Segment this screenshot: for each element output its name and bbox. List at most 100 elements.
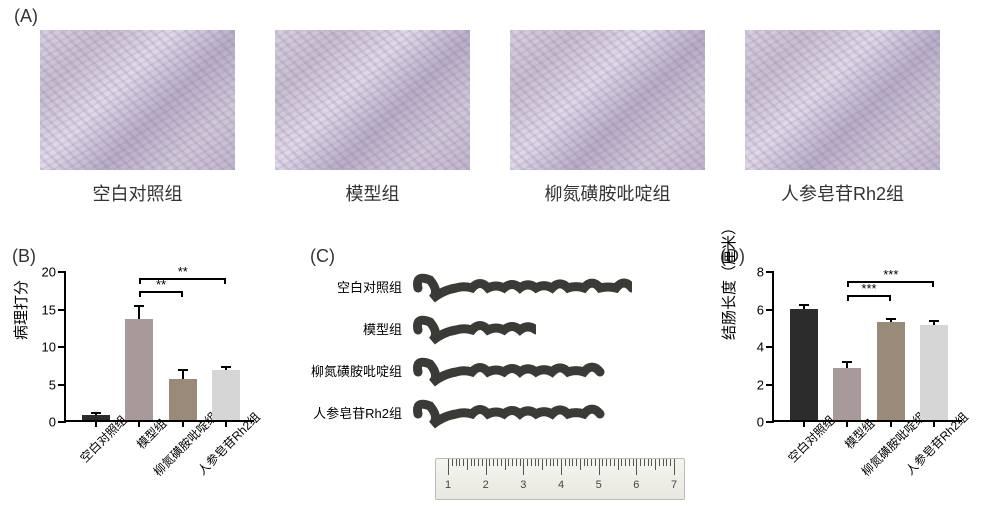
y-tick <box>766 309 774 311</box>
ruler-minor-tick <box>610 459 611 466</box>
colon-specimen-label: 空白对照组 <box>305 277 410 296</box>
panel-label-a: (A) <box>14 6 38 27</box>
bar <box>212 370 240 420</box>
y-tick <box>58 421 66 423</box>
ruler-minor-tick <box>550 459 551 466</box>
ruler-tick <box>561 459 562 475</box>
ruler-number: 3 <box>520 479 526 491</box>
colon-specimen-row: 模型组 <box>305 314 536 342</box>
error-cap <box>178 369 188 371</box>
ruler-minor-tick <box>633 459 634 466</box>
ruler-minor-tick <box>531 459 532 466</box>
colon-svg <box>410 356 610 388</box>
ruler-minor-tick <box>482 459 483 466</box>
y-tick <box>766 271 774 273</box>
colon-svg <box>410 314 536 346</box>
x-tick <box>933 420 935 427</box>
y-tick-label: 2 <box>744 377 764 392</box>
y-tick-label: 0 <box>36 415 56 430</box>
y-axis-label-b: 病理打分 <box>10 280 31 340</box>
ruler-minor-tick <box>591 459 592 466</box>
x-tick <box>138 420 140 427</box>
histology-group-0: 空白对照组 <box>40 30 235 206</box>
ruler-minor-tick <box>501 459 502 466</box>
ruler-minor-tick <box>648 459 649 466</box>
ruler-minor-tick <box>527 459 528 466</box>
y-tick-label: 4 <box>744 340 764 355</box>
ruler-minor-tick <box>666 459 667 466</box>
error-bar <box>890 318 892 322</box>
ruler: 1234567 <box>435 458 685 500</box>
ruler-minor-tick <box>618 459 619 470</box>
ruler-minor-tick <box>467 459 468 470</box>
ruler-minor-tick <box>663 459 664 466</box>
y-tick-label: 10 <box>36 340 56 355</box>
error-cap <box>799 304 809 306</box>
ruler-tick <box>636 459 637 475</box>
histology-group-1: 模型组 <box>275 30 470 206</box>
ruler-minor-tick <box>489 459 490 466</box>
ruler-minor-tick <box>655 459 656 470</box>
ruler-minor-tick <box>602 459 603 466</box>
x-tick <box>846 420 848 427</box>
ruler-tick <box>523 459 524 475</box>
ruler-tick <box>486 459 487 475</box>
x-tick <box>890 420 892 427</box>
ruler-minor-tick <box>587 459 588 466</box>
histology-row: 空白对照组 模型组 柳氮磺胺吡啶组 人参皂苷Rh2组 <box>40 30 940 206</box>
ruler-minor-tick <box>572 459 573 466</box>
error-cap <box>929 320 939 322</box>
y-tick <box>58 384 66 386</box>
chart-pathology-score: 病理打分 05101520空白对照组模型组柳氮磺胺吡啶组人参皂苷Rh2组**** <box>12 250 292 510</box>
colon-specimen-row: 空白对照组 <box>305 272 632 300</box>
bar <box>169 379 197 420</box>
colon-svg <box>410 398 610 430</box>
ruler-minor-tick <box>569 459 570 466</box>
error-bar <box>138 305 140 319</box>
bar <box>877 322 905 420</box>
colon-specimen-image <box>410 356 610 384</box>
error-bar <box>95 412 97 415</box>
colon-specimen-image <box>410 398 610 426</box>
ruler-minor-tick <box>459 459 460 466</box>
ruler-minor-tick <box>625 459 626 466</box>
bar <box>833 368 861 421</box>
ruler-minor-tick <box>614 459 615 466</box>
histology-image <box>510 30 705 170</box>
error-bar <box>803 304 805 309</box>
ruler-minor-tick <box>516 459 517 466</box>
error-cap <box>91 412 101 414</box>
chart-colon-length: 结肠长度（厘米） 02468空白对照组模型组柳氮磺胺吡啶组人参皂苷Rh2组***… <box>720 250 990 510</box>
colon-specimen-row: 柳氮磺胺吡啶组 <box>305 356 610 384</box>
ruler-number: 4 <box>558 479 564 491</box>
y-tick-label: 5 <box>36 377 56 392</box>
ruler-minor-tick <box>456 459 457 466</box>
colon-specimen-label: 人参皂苷Rh2组 <box>305 403 410 422</box>
y-tick <box>58 271 66 273</box>
y-tick-label: 8 <box>744 265 764 280</box>
ruler-minor-tick <box>497 459 498 466</box>
x-tick <box>95 420 97 427</box>
ruler-number: 6 <box>633 479 639 491</box>
y-axis-label-d: 结肠长度（厘米） <box>718 220 739 340</box>
plot-area-d: 02468空白对照组模型组柳氮磺胺吡啶组人参皂苷Rh2组****** <box>772 272 962 422</box>
ruler-minor-tick <box>640 459 641 466</box>
ruler-minor-tick <box>512 459 513 466</box>
ruler-tick <box>674 459 675 475</box>
significance-label: *** <box>883 267 898 282</box>
error-cap <box>842 361 852 363</box>
ruler-minor-tick <box>651 459 652 466</box>
y-tick-label: 0 <box>744 415 764 430</box>
ruler-number: 5 <box>596 479 602 491</box>
ruler-minor-tick <box>478 459 479 466</box>
y-tick <box>58 309 66 311</box>
y-tick <box>766 346 774 348</box>
ruler-minor-tick <box>576 459 577 466</box>
error-bar <box>933 320 935 326</box>
bar <box>920 325 948 420</box>
ruler-minor-tick <box>629 459 630 466</box>
y-tick <box>58 346 66 348</box>
histology-group-2: 柳氮磺胺吡啶组 <box>510 30 705 206</box>
ruler-minor-tick <box>508 459 509 466</box>
plot-area-b: 05101520空白对照组模型组柳氮磺胺吡啶组人参皂苷Rh2组**** <box>64 272 254 422</box>
